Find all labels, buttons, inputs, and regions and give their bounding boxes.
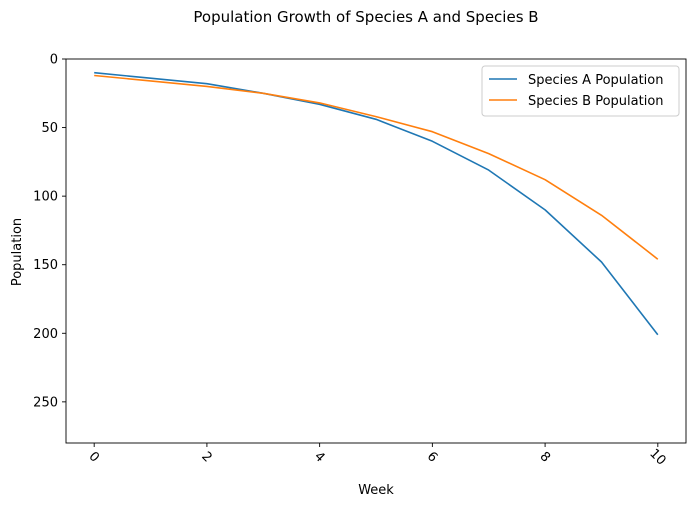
y-tick-label: 250 — [33, 395, 58, 410]
y-tick-label: 0 — [50, 53, 58, 68]
x-tick-label: 4 — [311, 449, 327, 465]
x-tick-label: 2 — [198, 449, 214, 465]
y-tick-label: 200 — [33, 327, 58, 342]
x-tick-label: 8 — [537, 449, 553, 465]
legend-box — [481, 65, 680, 117]
x-tick-label: 0 — [86, 449, 102, 465]
y-tick-label: 150 — [33, 258, 58, 273]
x-axis-title: Week — [358, 483, 394, 498]
y-tick-label: 100 — [33, 190, 58, 205]
legend-label-2: Species B Population — [528, 94, 664, 109]
plot-frame — [65, 58, 687, 444]
series-line-2 — [94, 74, 659, 260]
y-axis-title: Population — [10, 218, 25, 286]
chart-title: Population Growth of Species A and Speci… — [193, 8, 538, 26]
series-line-1 — [94, 71, 659, 336]
x-tick-label: 6 — [424, 449, 440, 465]
x-tick-label: 10 — [646, 446, 668, 468]
legend-label-1: Species A Population — [528, 73, 664, 88]
y-tick-label: 50 — [41, 121, 58, 136]
